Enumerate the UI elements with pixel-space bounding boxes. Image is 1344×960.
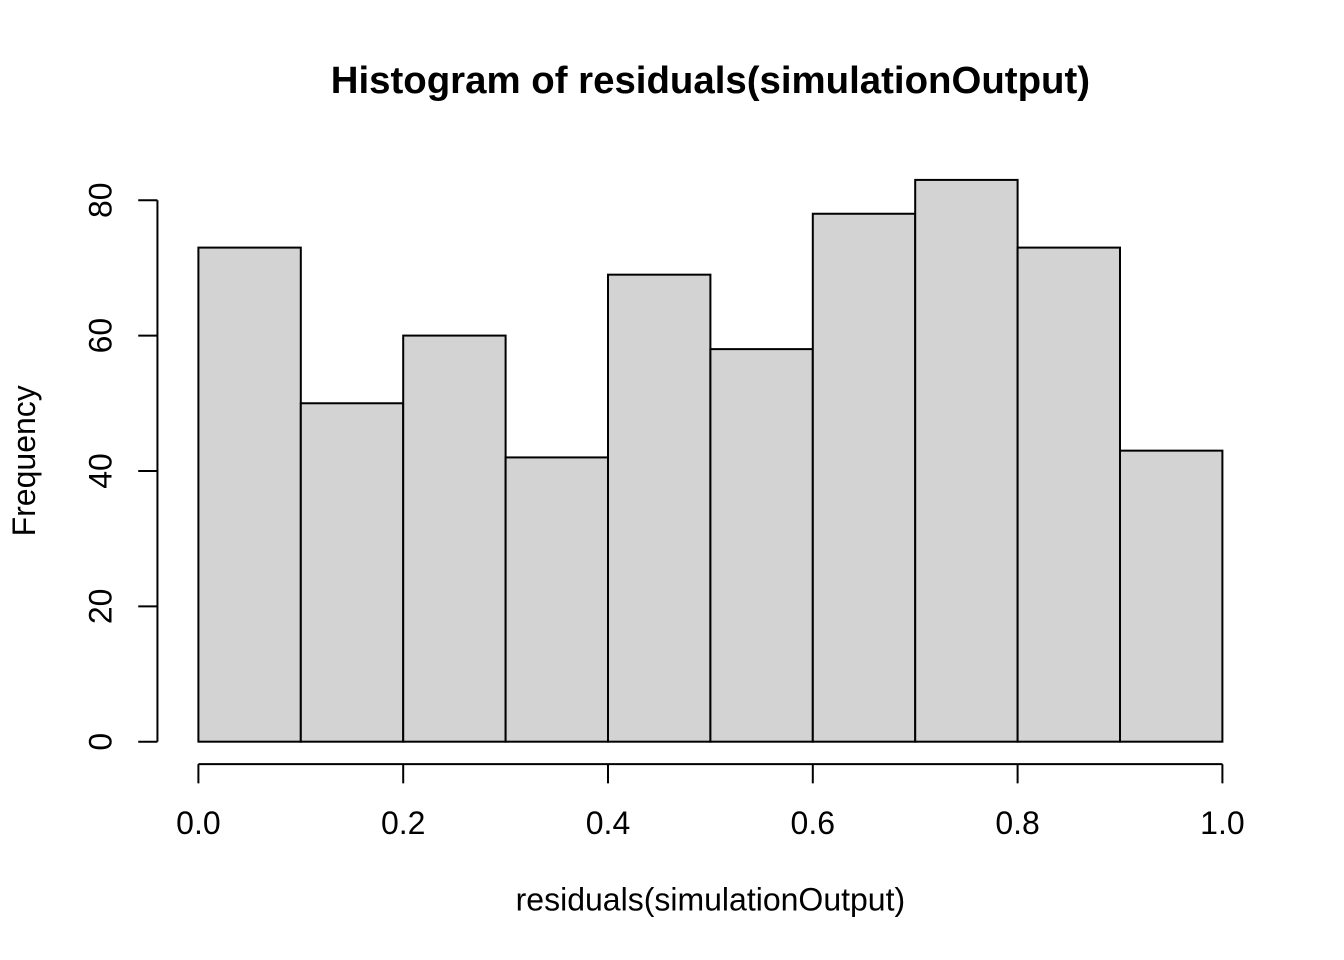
- svg-text:0: 0: [82, 733, 118, 751]
- svg-text:20: 20: [82, 589, 118, 625]
- svg-text:0.6: 0.6: [791, 805, 835, 841]
- svg-text:80: 80: [82, 182, 118, 218]
- svg-text:0.0: 0.0: [176, 805, 220, 841]
- svg-text:Frequency: Frequency: [6, 385, 42, 536]
- svg-text:40: 40: [82, 453, 118, 489]
- svg-text:0.2: 0.2: [381, 805, 425, 841]
- svg-text:0.8: 0.8: [995, 805, 1039, 841]
- svg-text:residuals(simulationOutput): residuals(simulationOutput): [516, 882, 906, 918]
- svg-text:Histogram of residuals(simulat: Histogram of residuals(simulationOutput): [331, 59, 1090, 102]
- svg-text:0.4: 0.4: [586, 805, 630, 841]
- svg-text:1.0: 1.0: [1200, 805, 1244, 841]
- svg-text:60: 60: [82, 318, 118, 354]
